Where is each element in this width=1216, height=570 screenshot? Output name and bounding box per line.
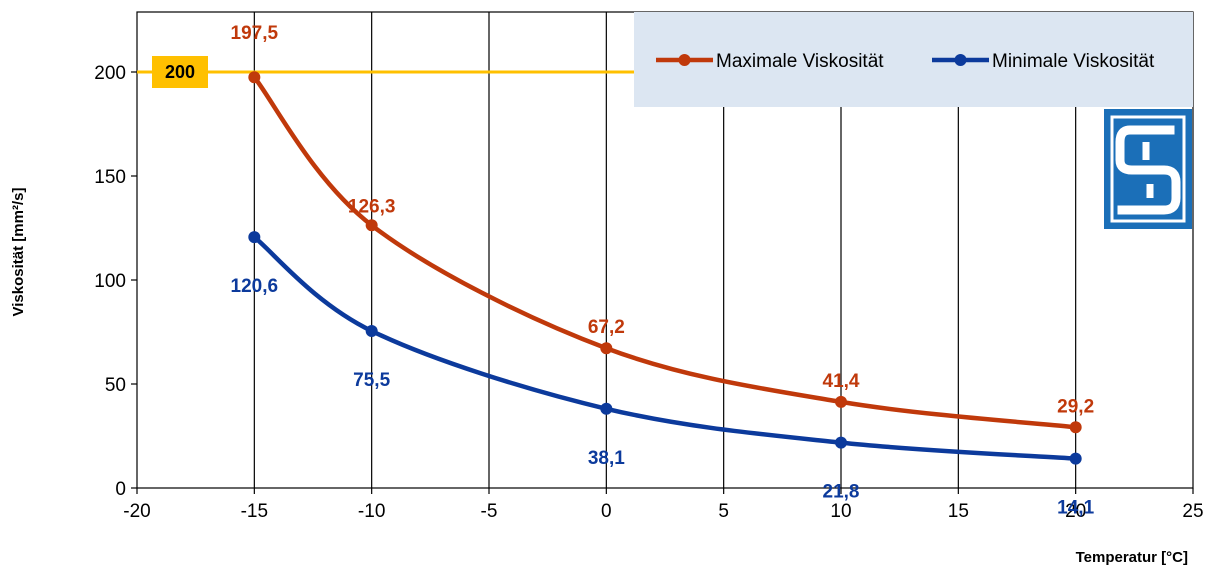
data-point bbox=[248, 71, 261, 84]
data-point bbox=[600, 342, 613, 355]
x-tick-label: 5 bbox=[718, 501, 729, 522]
data-label: 75,5 bbox=[353, 370, 390, 391]
data-label: 41,4 bbox=[823, 371, 860, 392]
reference-label: 200 bbox=[165, 62, 195, 82]
data-label: 197,5 bbox=[231, 23, 279, 44]
x-tick-label: 20 bbox=[1065, 501, 1086, 522]
logo-border bbox=[1110, 115, 1186, 223]
logo-s-shape bbox=[1115, 125, 1181, 215]
y-tick-label: 0 bbox=[115, 479, 126, 500]
data-label: 21,8 bbox=[823, 482, 860, 503]
data-label: 14,1 bbox=[1057, 498, 1094, 519]
x-tick-label: -20 bbox=[123, 501, 150, 522]
x-tick-label: 0 bbox=[601, 501, 612, 522]
legend-marker bbox=[954, 54, 967, 66]
legend-entry: Maximale Viskosität bbox=[716, 51, 884, 72]
data-point bbox=[835, 436, 847, 449]
data-point bbox=[248, 231, 261, 244]
data-point bbox=[835, 395, 847, 408]
legend: Maximale Viskosität Minimale Viskosität bbox=[634, 12, 1193, 107]
y-tick-label: 50 bbox=[105, 375, 126, 396]
series bbox=[248, 71, 1082, 465]
reference-badge bbox=[152, 56, 208, 88]
data-label: 29,2 bbox=[1057, 396, 1094, 417]
y-tick-label: 150 bbox=[94, 167, 126, 188]
data-label: 120,6 bbox=[231, 276, 279, 297]
data-point bbox=[1069, 452, 1082, 465]
x-tick-label: -10 bbox=[358, 501, 385, 522]
legend-box bbox=[634, 12, 1193, 107]
x-tick-label: 10 bbox=[830, 501, 851, 522]
data-point bbox=[365, 219, 378, 232]
data-labels: 197,5 126,3 67,2 41,4 29,2 120,6 75,5 38,1 21,8 1… bbox=[231, 23, 1095, 518]
data-point bbox=[365, 324, 378, 337]
legend-entry: Minimale Viskosität bbox=[992, 51, 1155, 72]
data-point bbox=[1069, 421, 1082, 434]
y-axis-title: Viskosität [mm²/s] bbox=[10, 188, 27, 317]
company-logo-icon bbox=[1104, 109, 1192, 229]
y-tick-label: 100 bbox=[94, 271, 126, 292]
x-tick-label: 15 bbox=[948, 501, 969, 522]
y-tick-label: 200 bbox=[94, 63, 126, 84]
series-line-min bbox=[252, 235, 1076, 461]
x-tick-label: -5 bbox=[481, 501, 498, 522]
data-label: 67,2 bbox=[588, 317, 625, 338]
logo-accent bbox=[1142, 142, 1154, 198]
axes: -20 -15 -10 -5 0 5 10 15 20 25 0 50 100 150 200 bbox=[94, 63, 1203, 522]
x-tick-label: 25 bbox=[1182, 501, 1203, 522]
legend-marker bbox=[678, 54, 691, 66]
data-label: 38,1 bbox=[588, 448, 625, 469]
x-axis-title: Temperatur [°C] bbox=[1076, 549, 1188, 566]
data-label: 126,3 bbox=[348, 196, 396, 217]
data-point bbox=[600, 402, 613, 415]
x-tick-label: -15 bbox=[241, 501, 268, 522]
